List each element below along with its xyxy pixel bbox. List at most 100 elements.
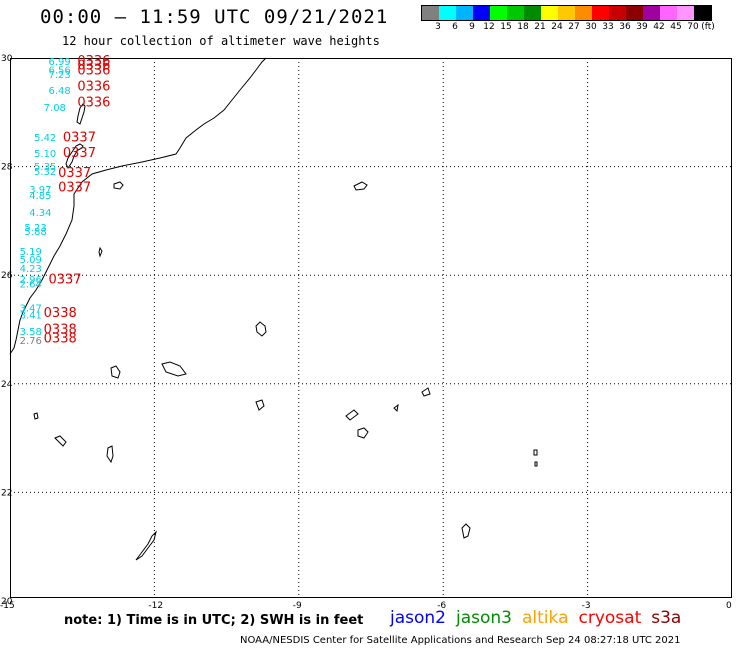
lat-tick-label: 20 [1, 597, 13, 607]
swh-value: 5.23 [24, 223, 46, 234]
legend-swatch [507, 6, 524, 20]
legend-label: 36 [619, 22, 631, 32]
lon-tick-label: -15 [0, 601, 15, 611]
legend-label: 9 [469, 22, 475, 32]
island-m [534, 461, 538, 467]
swh-value: 5.88 [24, 227, 46, 238]
pass-time: 0336 [77, 96, 110, 111]
pass-time: 0337 [63, 131, 96, 146]
swh-value: 5.09 [20, 255, 42, 266]
swh-value: 5.35 [34, 162, 56, 173]
lon-tick-label: -12 [148, 601, 163, 611]
color-legend: 3 6 9 12 15 18 21 24 27 30 33 36 39 42 45 70 (ft) [421, 5, 715, 33]
swh-value: 3.58 [20, 327, 42, 338]
satellite-label: cryosat [578, 608, 642, 628]
fuerteventura-island [76, 103, 86, 125]
lon-tick-label: -6 [437, 601, 446, 611]
lat-tick-label: 26 [1, 271, 13, 281]
legend-swatch [609, 6, 626, 20]
lat-tick-label: 28 [1, 163, 13, 173]
lat-tick-label: 22 [1, 488, 12, 498]
swh-value: 4.85 [29, 191, 51, 202]
swh-value: 3.41 [20, 310, 42, 321]
island-e [33, 412, 39, 420]
legend-label: 42 [653, 22, 665, 32]
legend-labels: 3 6 9 12 15 18 21 24 27 30 33 36 39 42 45 70 (ft) [421, 21, 715, 33]
swh-value: 4.34 [29, 208, 51, 219]
swh-value: 6.56 [48, 66, 70, 77]
pass-time: 0337 [63, 146, 96, 161]
legend-label: 39 [636, 22, 648, 32]
legend-swatch [643, 6, 660, 20]
swh-value: 2.96 [20, 275, 42, 286]
lat-tick-label: 24 [1, 380, 13, 390]
legend-label: 15 [500, 22, 512, 32]
map-grid [10, 58, 732, 598]
legend-swatch [677, 6, 694, 20]
legend-label: 12 [483, 22, 495, 32]
pass-time: 0338 [44, 306, 77, 321]
legend-color-bar [421, 5, 712, 21]
coastline [9, 57, 538, 561]
pass-time: 0337 [48, 273, 81, 288]
pass-time: 0338 [44, 322, 77, 337]
swh-values: 6.996.567.23 6.48 7.08 5.42 5.10 5.355.32 3.97… [20, 57, 71, 347]
island-d [255, 399, 265, 411]
legend-swatch [575, 6, 592, 20]
swh-value: 7.23 [48, 70, 70, 81]
island-o [135, 530, 157, 561]
legend-swatch [541, 6, 558, 20]
swh-value: 6.48 [48, 86, 70, 97]
map-frame [10, 58, 732, 598]
pass-time: 0337 [58, 166, 91, 181]
african-coastline [9, 57, 267, 355]
island-h [345, 409, 359, 421]
pass-times: 0336033603360336033603370337033703370337… [44, 54, 111, 347]
legend-label: 21 [534, 22, 546, 32]
island-f [54, 435, 67, 447]
swh-value: 6.99 [48, 57, 70, 68]
pass-time: 0336 [77, 54, 110, 69]
footer-credit: NOAA/NESDIS Center for Satellite Applica… [240, 635, 681, 646]
swh-value: 2.64 [20, 280, 42, 291]
lat-tick-label: 30 [1, 54, 13, 64]
legend-label: 18 [517, 22, 529, 32]
cape-juby-islet [98, 246, 103, 258]
pass-time: 0336 [77, 58, 110, 73]
lon-tick-label: -9 [293, 601, 302, 611]
legend-swatch [456, 6, 473, 20]
axis-tick-labels: -15 -12 -9 -6 -3 0 30 28 26 24 22 20 [0, 54, 732, 611]
swh-value: 5.19 [20, 247, 42, 258]
legend-swatch [524, 6, 541, 20]
legend-swatch [660, 6, 677, 20]
legend-label: 30 [585, 22, 597, 32]
legend-label: 6 [452, 22, 458, 32]
pass-time: 0336 [77, 64, 110, 79]
legend-swatch [490, 6, 507, 20]
satellite-label: jason2 [390, 608, 446, 628]
island-j [393, 403, 399, 413]
island-b [110, 365, 121, 379]
swh-value: 5.10 [34, 149, 56, 160]
legend-swatch [422, 6, 439, 20]
swh-value: 7.08 [44, 103, 66, 114]
island-n [461, 523, 471, 539]
island-g [106, 445, 114, 464]
satellite-label: altika [522, 608, 569, 628]
legend-swatch [558, 6, 575, 20]
wave-height-map: 6.996.567.23 6.48 7.08 5.42 5.10 5.355.32 3.97… [0, 54, 732, 611]
pass-time: 0337 [58, 180, 91, 195]
chart-subtitle: 12 hour collection of altimeter wave hei… [62, 34, 380, 48]
legend-swatch [592, 6, 609, 20]
lanzarote-island [65, 143, 84, 169]
swh-value: 3.97 [29, 185, 51, 196]
tenerife-island [353, 181, 368, 191]
swh-value: 3.47 [20, 303, 42, 314]
legend-swatch [439, 6, 456, 20]
legend-label: (ft) [701, 22, 715, 32]
satellite-labels: jason2 jason3 altika cryosat s3a [390, 608, 691, 628]
legend-swatch [473, 6, 490, 20]
legend-label: 33 [602, 22, 614, 32]
legend-label: 45 [670, 22, 682, 32]
island-l [533, 449, 538, 456]
